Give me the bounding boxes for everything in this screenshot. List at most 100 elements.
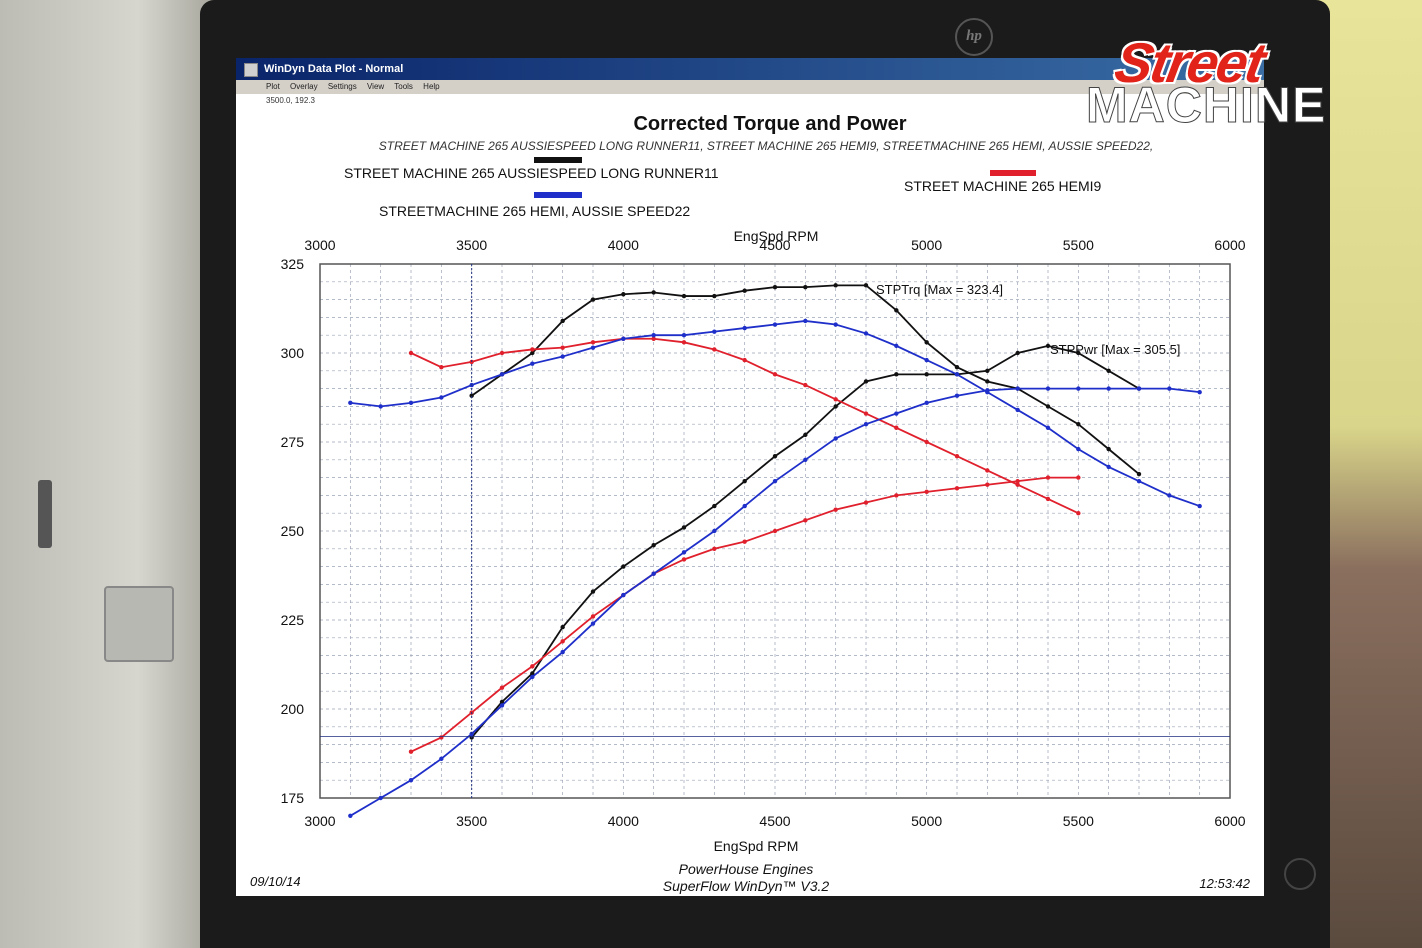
- cursor-readout: 3500.0, 192.3: [266, 96, 315, 105]
- data-point: [1045, 404, 1051, 409]
- data-point: [894, 493, 899, 498]
- x-tick-label-bottom: 4500: [759, 813, 790, 829]
- data-point: [621, 592, 626, 598]
- data-point: [530, 674, 535, 680]
- legend-label-black: STREET MACHINE 265 AUSSIESPEED LONG RUNN…: [344, 165, 719, 181]
- footer-time: 12:53:42: [1199, 876, 1250, 891]
- data-point: [1015, 478, 1020, 484]
- data-point: [833, 397, 838, 402]
- data-point: [378, 404, 383, 409]
- data-point: [924, 489, 929, 495]
- x-tick-label-top: 5500: [1063, 237, 1094, 253]
- data-point: [742, 539, 747, 544]
- data-point: [863, 283, 869, 288]
- data-point: [863, 331, 869, 336]
- data-point: [985, 482, 990, 487]
- y-tick-label: 175: [281, 790, 305, 806]
- dyno-chart: Corrected Torque and Power STREET MACHIN…: [250, 113, 1251, 894]
- data-point: [560, 639, 565, 644]
- x-tick-label-top: 3000: [304, 237, 335, 253]
- menu-item-overlay[interactable]: Overlay: [290, 82, 318, 91]
- data-point: [408, 400, 414, 406]
- legend-label-blue: STREETMACHINE 265 HEMI, AUSSIE SPEED22: [379, 203, 690, 219]
- data-point: [681, 333, 687, 338]
- data-point: [681, 550, 687, 555]
- data-point: [833, 283, 838, 288]
- data-point: [803, 382, 808, 388]
- data-point: [833, 436, 838, 441]
- data-point: [378, 795, 383, 801]
- data-point: [469, 393, 474, 398]
- x-tick-label-bottom: 3500: [456, 813, 487, 829]
- data-point: [1136, 471, 1142, 477]
- x-tick-label-bottom: 4000: [608, 813, 639, 829]
- chart-title: Corrected Torque and Power: [633, 113, 906, 135]
- data-point: [803, 518, 808, 523]
- data-point: [833, 322, 838, 327]
- data-point: [1076, 475, 1081, 480]
- data-point: [1045, 496, 1051, 502]
- data-point: [1106, 464, 1111, 470]
- data-point: [742, 503, 747, 509]
- data-point: [1015, 482, 1020, 487]
- data-point: [560, 318, 565, 324]
- data-point: [530, 350, 535, 356]
- menu-item-tools[interactable]: Tools: [394, 82, 413, 91]
- data-point: [954, 393, 960, 398]
- data-point: [1106, 386, 1111, 391]
- data-point: [621, 564, 626, 569]
- x-tick-label-bottom: 6000: [1214, 813, 1245, 829]
- data-point: [1076, 386, 1081, 391]
- plot-area-frame: [319, 263, 1231, 799]
- data-point: [1076, 511, 1081, 516]
- cursor-crosshair: [320, 264, 1230, 798]
- data-point: [530, 664, 535, 669]
- data-point: [408, 749, 414, 754]
- data-point: [439, 365, 444, 370]
- menu-item-plot[interactable]: Plot: [266, 82, 280, 91]
- monitor-screen: WinDyn Data Plot - Normal Plot Overlay S…: [236, 58, 1264, 896]
- legend-label-red: STREET MACHINE 265 HEMI9: [904, 178, 1102, 194]
- x-tick-label-bottom: 5500: [1063, 813, 1094, 829]
- x-tick-label-bottom: 5000: [911, 813, 942, 829]
- data-point: [985, 468, 990, 473]
- menu-item-view[interactable]: View: [366, 82, 385, 91]
- data-point: [408, 350, 414, 356]
- data-point: [348, 813, 353, 818]
- data-point: [742, 357, 747, 363]
- data-point: [439, 756, 444, 762]
- data-point: [530, 347, 535, 352]
- data-point: [772, 322, 778, 327]
- menu-item-settings[interactable]: Settings: [327, 82, 357, 91]
- data-point: [681, 293, 687, 299]
- menu-item-help[interactable]: Help: [423, 82, 440, 91]
- data-point: [924, 439, 929, 445]
- data-point: [772, 284, 778, 290]
- data-point: [621, 336, 626, 341]
- y-tick-label: 250: [281, 523, 305, 539]
- data-point: [803, 432, 808, 438]
- data-point: [439, 395, 444, 400]
- data-point: [863, 500, 869, 505]
- x-tick-label-bottom: 3000: [304, 813, 335, 829]
- hp-logo: hp: [955, 18, 993, 56]
- data-point: [833, 507, 838, 512]
- data-point: [924, 400, 929, 406]
- series-lines: [348, 283, 1202, 818]
- data-point: [712, 503, 717, 509]
- data-point: [530, 361, 535, 366]
- data-point: [772, 528, 778, 534]
- data-point: [560, 649, 565, 655]
- y-tick-label: 225: [281, 612, 305, 628]
- data-point: [772, 478, 778, 484]
- power-button[interactable]: [1284, 858, 1316, 890]
- data-point: [681, 557, 687, 562]
- data-point: [530, 671, 535, 676]
- app-icon: [244, 63, 258, 77]
- data-point: [742, 288, 747, 293]
- data-point: [1167, 386, 1172, 391]
- data-point: [924, 340, 929, 345]
- data-point: [863, 411, 869, 416]
- data-point: [803, 318, 808, 324]
- data-point: [499, 372, 505, 377]
